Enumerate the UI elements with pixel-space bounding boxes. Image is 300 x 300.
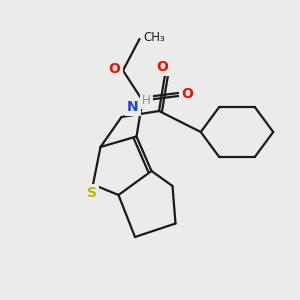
Text: O: O [109, 62, 121, 76]
Text: O: O [156, 60, 168, 74]
Text: N: N [127, 100, 139, 114]
Text: CH₃: CH₃ [144, 31, 165, 44]
Text: S: S [86, 186, 97, 200]
Text: H: H [142, 94, 151, 107]
Text: O: O [182, 88, 194, 101]
